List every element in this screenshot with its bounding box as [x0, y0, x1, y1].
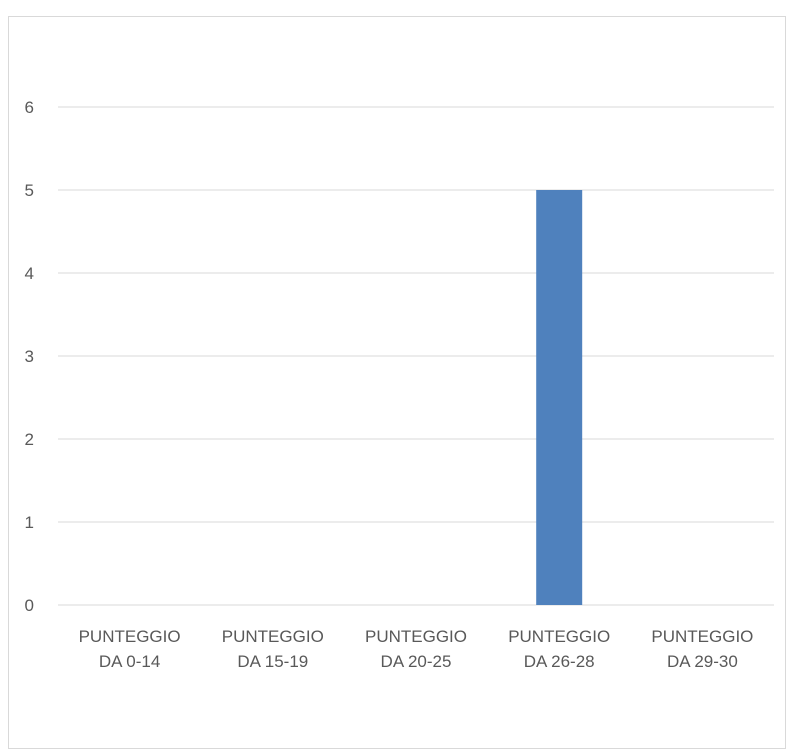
y-tick-label-3: 3: [25, 347, 34, 366]
y-tick-label-4: 4: [25, 264, 34, 283]
x-tick-label-4-line-2: DA 26-28: [524, 652, 595, 671]
x-tick-label-1-line-2: DA 0-14: [99, 652, 160, 671]
chart-frame: [8, 16, 786, 749]
x-tick-label-2-line-2: DA 15-19: [237, 652, 308, 671]
x-tick-label-2-line-1: PUNTEGGIO: [222, 627, 324, 646]
x-tick-label-3-line-1: PUNTEGGIO: [365, 627, 467, 646]
y-tick-label-6: 6: [25, 98, 34, 117]
y-tick-label-2: 2: [25, 430, 34, 449]
gridlines: [58, 106, 774, 606]
x-tick-label-1-line-1: PUNTEGGIO: [79, 627, 181, 646]
y-tick-label-0: 0: [25, 596, 34, 615]
x-tick-label-5-line-2: DA 29-30: [667, 652, 738, 671]
x-axis-ticks: PUNTEGGIO DA 0-14 PUNTEGGIO DA 15-19 PUNTEGG…: [79, 627, 754, 671]
y-tick-label-1: 1: [25, 513, 34, 532]
y-tick-label-5: 5: [25, 181, 34, 200]
y-axis-ticks: 0 1 2 3 4 5 6: [25, 98, 34, 615]
x-tick-label-4-line-1: PUNTEGGIO: [508, 627, 610, 646]
x-tick-label-5-line-1: PUNTEGGIO: [651, 627, 753, 646]
x-tick-label-3-line-2: DA 20-25: [381, 652, 452, 671]
bars: [536, 190, 583, 605]
bar-4: [536, 190, 583, 605]
